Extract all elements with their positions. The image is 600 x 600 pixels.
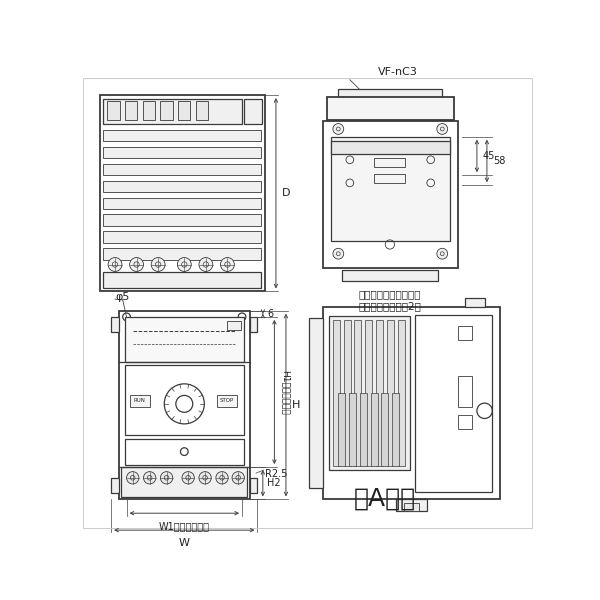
Text: VF-nC3: VF-nC3: [377, 67, 418, 77]
Circle shape: [130, 257, 143, 271]
Bar: [103, 214, 262, 226]
Bar: [103, 181, 262, 192]
Bar: [344, 320, 350, 466]
Text: H1（取付寸法）: H1（取付寸法）: [281, 370, 290, 415]
Bar: [327, 97, 454, 120]
Bar: [415, 314, 493, 491]
Bar: [466, 298, 485, 307]
Bar: [382, 393, 388, 466]
Text: D: D: [282, 188, 290, 198]
Bar: [103, 164, 262, 175]
Text: 45: 45: [482, 151, 494, 161]
Text: R2.5: R2.5: [265, 469, 287, 479]
Bar: [396, 499, 427, 511]
Circle shape: [151, 257, 165, 271]
Bar: [111, 478, 119, 493]
Circle shape: [333, 124, 344, 134]
Bar: [458, 376, 472, 407]
Bar: [160, 101, 173, 120]
Bar: [125, 365, 244, 434]
Bar: [365, 320, 372, 466]
Bar: [331, 137, 450, 241]
Bar: [103, 130, 262, 141]
Bar: [309, 319, 323, 488]
Bar: [374, 173, 405, 183]
Bar: [130, 395, 149, 407]
Bar: [338, 393, 345, 466]
Bar: [103, 146, 262, 158]
Text: （A図）: （A図）: [353, 487, 416, 511]
Circle shape: [199, 257, 213, 271]
Bar: [100, 95, 265, 292]
Circle shape: [232, 472, 244, 484]
Text: W: W: [179, 538, 190, 548]
Bar: [374, 158, 405, 167]
Text: ノイズカットプレート: ノイズカットプレート: [359, 289, 421, 299]
Text: φ5: φ5: [115, 292, 130, 302]
Circle shape: [143, 472, 156, 484]
Text: （オプション）注2）: （オプション）注2）: [358, 301, 421, 311]
Circle shape: [178, 257, 191, 271]
Circle shape: [333, 248, 344, 259]
Bar: [125, 468, 244, 483]
Circle shape: [437, 124, 448, 134]
Text: H: H: [292, 400, 301, 410]
Bar: [355, 320, 361, 466]
Bar: [371, 393, 377, 466]
Bar: [178, 101, 190, 120]
Text: STOP: STOP: [220, 398, 234, 403]
Bar: [342, 270, 439, 281]
Circle shape: [182, 472, 194, 484]
Bar: [107, 101, 119, 120]
Bar: [111, 317, 119, 332]
Bar: [398, 320, 404, 466]
Circle shape: [216, 472, 228, 484]
Bar: [376, 320, 383, 466]
Text: H2: H2: [268, 478, 281, 488]
Bar: [360, 393, 367, 466]
Bar: [323, 307, 500, 499]
Bar: [125, 101, 137, 120]
Bar: [387, 320, 394, 466]
Text: 58: 58: [493, 156, 505, 166]
Bar: [250, 478, 257, 493]
Bar: [323, 121, 458, 268]
Bar: [103, 197, 262, 209]
Bar: [125, 439, 244, 466]
Bar: [458, 415, 472, 428]
Bar: [458, 326, 472, 340]
Text: 6: 6: [268, 309, 274, 319]
Circle shape: [160, 472, 173, 484]
Bar: [196, 101, 208, 120]
Circle shape: [127, 472, 139, 484]
Bar: [227, 321, 241, 330]
Bar: [329, 316, 410, 470]
Circle shape: [199, 472, 211, 484]
Text: RUN: RUN: [134, 398, 146, 403]
Bar: [119, 311, 250, 499]
Bar: [103, 99, 242, 124]
Bar: [103, 232, 262, 243]
Bar: [331, 140, 450, 154]
Bar: [349, 393, 356, 466]
Bar: [333, 320, 340, 466]
Bar: [125, 317, 244, 362]
Bar: [143, 101, 155, 120]
Circle shape: [437, 248, 448, 259]
Bar: [392, 393, 399, 466]
Bar: [121, 467, 247, 497]
Bar: [250, 317, 257, 332]
Bar: [103, 248, 262, 260]
Bar: [103, 272, 262, 287]
Bar: [244, 99, 262, 124]
Circle shape: [220, 257, 235, 271]
Circle shape: [108, 257, 122, 271]
Bar: [217, 395, 236, 407]
Text: W1（取付寸法）: W1（取付寸法）: [159, 521, 210, 531]
Bar: [404, 503, 419, 511]
Bar: [338, 89, 442, 116]
